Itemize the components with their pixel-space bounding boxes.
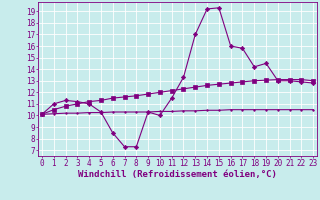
X-axis label: Windchill (Refroidissement éolien,°C): Windchill (Refroidissement éolien,°C) — [78, 170, 277, 179]
